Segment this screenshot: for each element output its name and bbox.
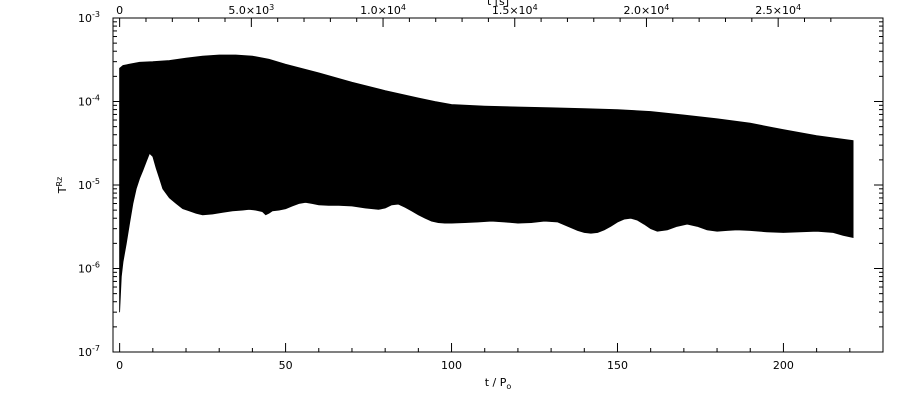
x2-axis-label: t [s] (487, 0, 509, 8)
y-tick-label: 10-4 (78, 94, 100, 109)
x-axis-label: t / Po (485, 376, 512, 391)
x2-tick-label: 2.0×104 (624, 3, 670, 17)
x2-tick-label: 1.5×104 (492, 3, 538, 17)
x2-tick-mantissa: 2.5×10 (755, 4, 796, 17)
y-tick-mantissa: 10 (78, 96, 92, 109)
x2-tick-mantissa: 0 (116, 4, 123, 17)
y-tick-label: 10-3 (78, 10, 100, 25)
series-band-0 (119, 54, 854, 313)
data-band-layer (119, 54, 854, 313)
y-tick-label: 10-7 (78, 344, 100, 359)
x2-tick-mantissa: 1.0×10 (360, 4, 401, 17)
x2-tick-exponent: 4 (533, 3, 538, 12)
x-tick-label: 0 (116, 359, 123, 372)
y-tick-mantissa: 10 (78, 12, 92, 25)
y-tick-label: 10-6 (78, 261, 100, 276)
x2-tick-mantissa: 5.0×10 (228, 4, 269, 17)
x2-tick-exponent: 4 (664, 3, 669, 12)
x2-tick-exponent: 3 (269, 3, 274, 12)
x2-tick-mantissa: 2.0×10 (624, 4, 665, 17)
x2-tick-exponent: 4 (401, 3, 406, 12)
x-axis-label-sub: o (506, 382, 511, 391)
y-axis-label-main: T (56, 186, 69, 194)
x-tick-label: 50 (279, 359, 293, 372)
x2-tick-label: 2.5×104 (755, 3, 801, 17)
y-tick-exponent: -7 (92, 344, 100, 353)
x-axis-label-main: t / P (485, 376, 507, 389)
y-axis-label: TRz (55, 177, 69, 195)
x-tick-label: 100 (441, 359, 462, 372)
y-tick-exponent: -3 (92, 10, 100, 19)
y-tick-mantissa: 10 (78, 263, 92, 276)
x2-tick-label: 5.0×103 (228, 3, 274, 17)
x-tick-label: 200 (773, 359, 794, 372)
y-tick-exponent: -5 (92, 177, 100, 186)
x2-tick-label: 1.0×104 (360, 3, 406, 17)
x2-tick-exponent: 4 (796, 3, 801, 12)
y-tick-mantissa: 10 (78, 179, 92, 192)
y-tick-exponent: -6 (92, 261, 100, 270)
y-axis-label-sup: Rz (55, 177, 64, 187)
y-tick-label: 10-5 (78, 177, 100, 192)
y-tick-mantissa: 10 (78, 346, 92, 359)
x2-tick-label: 0 (116, 4, 123, 17)
x-tick-label: 150 (607, 359, 628, 372)
x2-tick-mantissa: 1.5×10 (492, 4, 533, 17)
y-tick-exponent: -4 (92, 94, 100, 103)
